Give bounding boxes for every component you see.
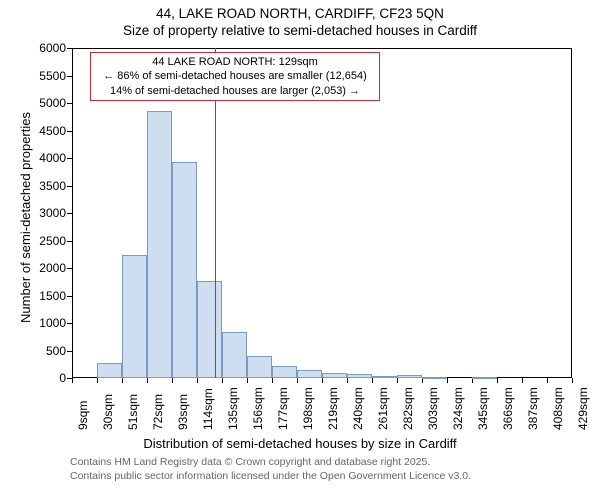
- histogram-bar: [122, 255, 147, 378]
- y-tick-mark: [67, 351, 72, 352]
- chart-title: 44, LAKE ROAD NORTH, CARDIFF, CF23 5QN S…: [0, 0, 600, 40]
- y-tick-label: 1000: [26, 316, 66, 330]
- y-tick-label: 2000: [26, 261, 66, 275]
- annotation-line-3: 14% of semi-detached houses are larger (…: [95, 84, 375, 98]
- annotation-line-1: 44 LAKE ROAD NORTH: 129sqm: [95, 55, 375, 69]
- y-tick-mark: [67, 103, 72, 104]
- y-tick-label: 1500: [26, 289, 66, 303]
- x-tick-label: 387sqm: [526, 387, 540, 430]
- y-tick-mark: [67, 296, 72, 297]
- y-tick-label: 4000: [26, 151, 66, 165]
- x-tick-mark: [122, 378, 123, 383]
- histogram-chart: 44, LAKE ROAD NORTH, CARDIFF, CF23 5QN S…: [0, 0, 600, 500]
- histogram-bar: [222, 332, 247, 378]
- y-tick-mark: [67, 131, 72, 132]
- y-tick-label: 2500: [26, 234, 66, 248]
- x-tick-label: 30sqm: [101, 394, 115, 430]
- y-tick-label: 4500: [26, 124, 66, 138]
- x-tick-mark: [72, 378, 73, 383]
- x-tick-mark: [147, 378, 148, 383]
- annotation-line-2: ← 86% of semi-detached houses are smalle…: [95, 69, 375, 83]
- y-tick-label: 6000: [26, 41, 66, 55]
- y-tick-label: 3500: [26, 179, 66, 193]
- histogram-bar: [297, 370, 322, 378]
- y-tick-mark: [67, 186, 72, 187]
- x-tick-mark: [272, 378, 273, 383]
- histogram-bar: [397, 375, 422, 378]
- histogram-bar: [472, 377, 497, 379]
- histogram-bar: [197, 281, 222, 378]
- y-tick-label: 500: [26, 344, 66, 358]
- y-tick-mark: [67, 48, 72, 49]
- x-tick-mark: [447, 378, 448, 383]
- x-tick-mark: [172, 378, 173, 383]
- x-tick-label: 156sqm: [251, 387, 265, 430]
- x-tick-mark: [297, 378, 298, 383]
- x-tick-mark: [247, 378, 248, 383]
- x-tick-mark: [547, 378, 548, 383]
- x-tick-label: 408sqm: [551, 387, 565, 430]
- histogram-bar: [147, 111, 172, 378]
- x-tick-mark: [497, 378, 498, 383]
- y-tick-label: 5500: [26, 69, 66, 83]
- credits-line-1: Contains HM Land Registry data © Crown c…: [70, 456, 471, 470]
- x-tick-label: 135sqm: [226, 387, 240, 430]
- x-tick-mark: [397, 378, 398, 383]
- histogram-bar: [247, 356, 272, 378]
- credits-line-2: Contains public sector information licen…: [70, 470, 471, 484]
- x-tick-label: 345sqm: [476, 387, 490, 430]
- x-tick-label: 93sqm: [176, 394, 190, 430]
- histogram-bar: [97, 363, 122, 378]
- credits-block: Contains HM Land Registry data © Crown c…: [70, 456, 471, 483]
- x-tick-mark: [522, 378, 523, 383]
- x-tick-label: 177sqm: [276, 387, 290, 430]
- x-tick-mark: [97, 378, 98, 383]
- y-tick-label: 0: [26, 371, 66, 385]
- y-tick-mark: [67, 323, 72, 324]
- x-tick-label: 219sqm: [326, 387, 340, 430]
- x-tick-label: 72sqm: [151, 394, 165, 430]
- x-tick-label: 9sqm: [76, 401, 90, 430]
- y-tick-mark: [67, 76, 72, 77]
- y-tick-label: 3000: [26, 206, 66, 220]
- histogram-bar: [372, 376, 397, 378]
- title-line-1: 44, LAKE ROAD NORTH, CARDIFF, CF23 5QN: [0, 6, 600, 23]
- x-tick-label: 114sqm: [201, 388, 215, 430]
- x-tick-label: 261sqm: [376, 387, 390, 430]
- y-tick-mark: [67, 268, 72, 269]
- x-tick-mark: [197, 378, 198, 383]
- x-axis-label: Distribution of semi-detached houses by …: [0, 436, 600, 451]
- histogram-bar: [347, 374, 372, 378]
- histogram-bar: [422, 377, 447, 379]
- x-tick-label: 366sqm: [501, 387, 515, 430]
- x-tick-label: 51sqm: [126, 394, 140, 430]
- x-tick-mark: [322, 378, 323, 383]
- histogram-bar: [172, 162, 197, 378]
- x-tick-label: 303sqm: [426, 387, 440, 430]
- histogram-bar: [322, 373, 347, 379]
- x-tick-mark: [347, 378, 348, 383]
- x-tick-mark: [222, 378, 223, 383]
- histogram-bar: [272, 366, 297, 378]
- x-tick-label: 324sqm: [451, 387, 465, 430]
- x-tick-label: 240sqm: [351, 387, 365, 430]
- x-tick-label: 198sqm: [301, 387, 315, 430]
- y-tick-mark: [67, 213, 72, 214]
- y-tick-mark: [67, 158, 72, 159]
- x-tick-label: 282sqm: [401, 387, 415, 430]
- y-tick-label: 5000: [26, 96, 66, 110]
- title-line-2: Size of property relative to semi-detach…: [0, 23, 600, 40]
- x-tick-mark: [372, 378, 373, 383]
- y-tick-mark: [67, 241, 72, 242]
- annotation-box: 44 LAKE ROAD NORTH: 129sqm ← 86% of semi…: [90, 52, 380, 101]
- x-tick-mark: [572, 378, 573, 383]
- x-tick-label: 429sqm: [576, 387, 590, 430]
